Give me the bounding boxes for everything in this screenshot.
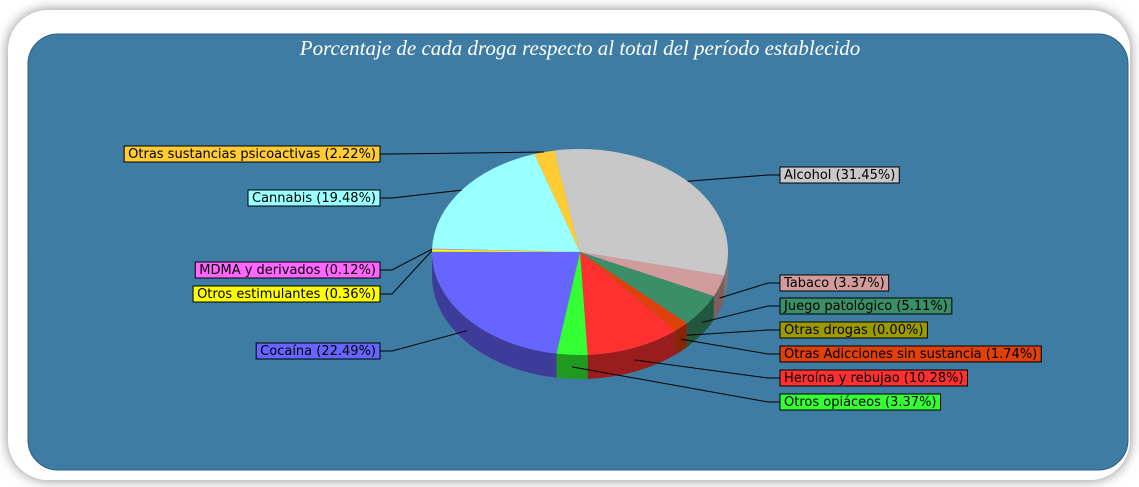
leader-line xyxy=(701,305,780,323)
label-text: Otros estimulantes (0.36%) xyxy=(197,287,376,302)
label-value: (2.22%) xyxy=(325,147,376,162)
slice-side xyxy=(556,353,588,380)
slice xyxy=(580,252,687,331)
label-value: (31.45%) xyxy=(836,168,896,183)
slice xyxy=(432,248,580,252)
slice-side xyxy=(675,323,687,355)
label-value: (3.37%) xyxy=(885,395,936,410)
label-value: (0.36%) xyxy=(325,287,376,302)
label-text: Heroína y rebujao (10.28%) xyxy=(784,371,964,386)
slice xyxy=(432,249,580,252)
label-value: (22.49%) xyxy=(316,344,376,359)
leader-line xyxy=(380,330,468,352)
leader-line xyxy=(380,189,462,199)
slice xyxy=(580,252,725,297)
slice xyxy=(580,252,676,355)
data-label: Otras drogas (0.00%) xyxy=(686,321,928,339)
label-name: Otros estimulantes xyxy=(197,287,321,302)
label-name: Otras sustancias psicoactivas xyxy=(128,147,320,162)
label-value: (10.28%) xyxy=(904,371,964,386)
data-label: Tabaco (3.37%) xyxy=(719,274,890,299)
data-label: Otros opiáceos (3.37%) xyxy=(571,366,941,411)
slice-side xyxy=(432,252,557,378)
label-value: (3.37%) xyxy=(833,276,884,291)
data-label: Otras sustancias psicoactivas (2.22%) xyxy=(123,145,545,163)
slice-sides xyxy=(432,252,728,380)
data-label: Juego patológico (5.11%) xyxy=(701,297,953,323)
label-name: Otras Adicciones sin sustancia xyxy=(784,347,982,362)
leader-line xyxy=(719,282,780,299)
label-text: Cannabis (19.48%) xyxy=(252,191,376,206)
label-text: Otras Adicciones sin sustancia (1.74%) xyxy=(784,347,1037,362)
label-text: Tabaco (3.37%) xyxy=(783,276,885,291)
label-name: Juego patológico xyxy=(783,299,892,314)
slice xyxy=(580,252,714,324)
leader-line xyxy=(380,151,545,155)
label-name: Alcohol xyxy=(784,168,831,183)
leader-line xyxy=(571,366,780,403)
label-text: Otras sustancias psicoactivas (2.22%) xyxy=(128,147,376,162)
data-label: MDMA y derivados (0.12%) xyxy=(194,248,433,279)
label-value: (5.11%) xyxy=(896,299,947,314)
data-label: Cannabis (19.48%) xyxy=(247,189,462,207)
label-value: (0.12%) xyxy=(325,263,376,278)
data-label: Otras Adicciones sin sustancia (1.74%) xyxy=(681,338,1042,363)
leader-line xyxy=(687,174,780,182)
label-name: Heroína y rebujao xyxy=(784,371,900,386)
leader-line xyxy=(380,250,433,295)
label-text: Alcohol (31.45%) xyxy=(784,168,895,183)
slice xyxy=(432,154,580,252)
label-text: MDMA y derivados (0.12%) xyxy=(199,263,376,278)
slice xyxy=(534,150,580,252)
label-value: (1.74%) xyxy=(986,347,1037,362)
slice xyxy=(431,251,580,354)
data-label: Cocaína (22.49%) xyxy=(255,330,468,360)
slice-side xyxy=(724,252,728,300)
slice-side xyxy=(713,275,725,321)
label-name: Cannabis xyxy=(252,191,312,206)
label-name: Tabaco xyxy=(783,276,829,291)
leader-line xyxy=(681,338,780,355)
label-text: Juego patológico (5.11%) xyxy=(783,299,948,314)
label-value: (19.48%) xyxy=(316,191,376,206)
leader-line xyxy=(634,359,780,379)
slice-side xyxy=(587,330,676,379)
label-value: (0.00%) xyxy=(872,323,923,338)
label-text: Otros opiáceos (3.37%) xyxy=(784,395,937,410)
label-name: Otros opiáceos xyxy=(784,395,881,410)
label-name: Cocaína xyxy=(260,344,312,359)
data-label: Alcohol (31.45%) xyxy=(687,166,900,184)
slice xyxy=(556,252,588,355)
data-label: Otros estimulantes (0.36%) xyxy=(192,250,433,303)
slice xyxy=(554,149,728,276)
leader-line xyxy=(380,248,433,271)
leader-line xyxy=(686,329,780,336)
label-name: MDMA y derivados xyxy=(199,263,320,278)
data-label: Heroína y rebujao (10.28%) xyxy=(634,359,969,387)
chart-title: Porcentaje de cada droga respecto al tot… xyxy=(299,36,860,60)
label-text: Otras drogas (0.00%) xyxy=(784,323,923,338)
label-text: Cocaína (22.49%) xyxy=(260,344,376,359)
label-name: Otras drogas xyxy=(784,323,868,338)
